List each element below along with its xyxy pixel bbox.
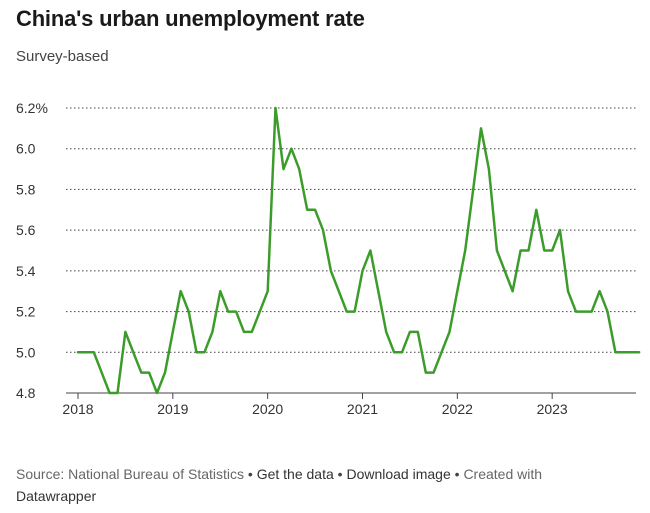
source-text: Source: National Bureau of Statistics [16, 466, 245, 482]
x-tick-label: 2020 [252, 401, 283, 417]
y-tick-label: 6.2% [16, 100, 48, 116]
chart-subtitle: Survey-based [16, 48, 109, 65]
chart-title: China's urban unemployment rate [16, 6, 365, 31]
datawrapper-link[interactable]: Datawrapper [16, 488, 97, 504]
x-axis-ticks: 2018 2019 2020 2021 2022 2023 [62, 393, 568, 417]
line-chart: 4.85.05.25.45.65.86.06.2% 2018 2019 2020 20… [16, 100, 641, 417]
y-tick-label: 5.8 [16, 181, 36, 197]
download-image-link[interactable]: Download image [346, 466, 451, 482]
x-tick-label: 2021 [347, 401, 378, 417]
footer-separator: • [337, 466, 343, 482]
y-tick-label: 4.8 [16, 385, 36, 401]
chart-footer: Source: National Bureau of Statistics • … [16, 463, 636, 507]
series-line-unemployment-rate [76, 106, 641, 395]
series-group [76, 106, 641, 395]
y-tick-label: 5.6 [16, 222, 36, 238]
get-data-link[interactable]: Get the data [256, 466, 334, 482]
x-tick-label: 2018 [62, 401, 93, 417]
y-tick-label: 5.0 [16, 344, 36, 360]
footer-separator: • [454, 466, 460, 482]
created-with-text: Created with [463, 466, 543, 482]
x-tick-label: 2023 [537, 401, 568, 417]
y-tick-label: 6.0 [16, 141, 36, 157]
y-axis-ticks: 4.8 5.0 5.2 5.4 5.6 5.8 6.0 6.2% [16, 100, 48, 401]
footer-separator: • [247, 466, 253, 482]
x-tick-label: 2019 [157, 401, 188, 417]
y-tick-label: 5.4 [16, 263, 36, 279]
x-tick-label: 2022 [442, 401, 473, 417]
y-tick-label: 5.2 [16, 304, 36, 320]
